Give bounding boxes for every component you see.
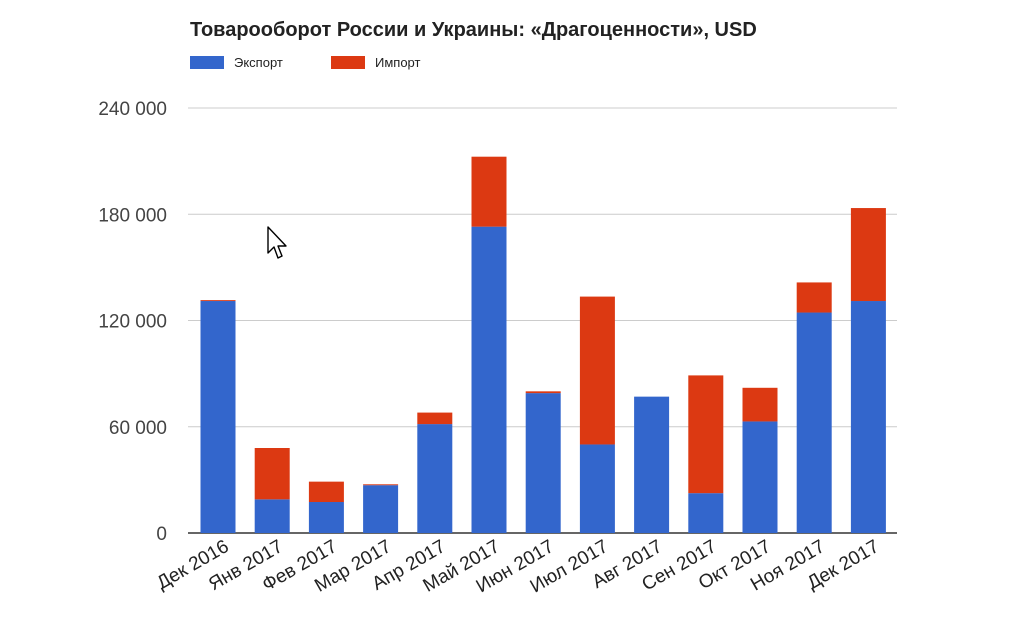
y-tick-label: 180 000 [98, 205, 167, 226]
legend-item-import: Импорт [331, 54, 420, 70]
bar-import [742, 387, 778, 422]
bar-export [200, 301, 236, 533]
bar-export [417, 424, 453, 533]
bar-import [308, 481, 344, 503]
bar-export [254, 499, 290, 533]
bar-import [579, 296, 615, 445]
legend-label-export: Экспорт [234, 54, 283, 70]
bar-import [471, 156, 507, 227]
legend-swatch-import [331, 55, 365, 69]
y-tick-label: 240 000 [98, 99, 167, 120]
bar-import [417, 412, 453, 425]
bar-export [850, 301, 886, 533]
bar-import [850, 208, 886, 302]
bar-import [200, 300, 236, 302]
y-axis-tick-labels: 0 60 000 120 000 180 000 240 000 [98, 99, 167, 545]
bar-export [796, 312, 832, 533]
bar-import [254, 448, 290, 500]
bar-export [525, 393, 561, 533]
bar-export [688, 493, 724, 533]
bar-import [796, 282, 832, 313]
bar-export [579, 444, 615, 533]
legend-label-import: Импорт [375, 54, 421, 70]
y-tick-label: 60 000 [109, 418, 167, 439]
legend-swatch-export [190, 55, 224, 69]
bar-export [634, 396, 670, 533]
bar-import [525, 391, 561, 394]
bar-export [308, 502, 344, 533]
mouse-cursor-icon [267, 226, 287, 259]
bar-export [471, 226, 507, 534]
bar-import [363, 484, 399, 486]
bars [200, 156, 886, 534]
bar-export [742, 421, 778, 533]
legend-item-export: Экспорт [190, 54, 283, 70]
bar-import [688, 375, 724, 494]
y-tick-label: 120 000 [98, 312, 167, 333]
chart-title: Товарооборот России и Украины: «Драгоцен… [190, 19, 757, 41]
y-tick-label: 0 [156, 524, 167, 545]
bar-export [363, 485, 399, 533]
